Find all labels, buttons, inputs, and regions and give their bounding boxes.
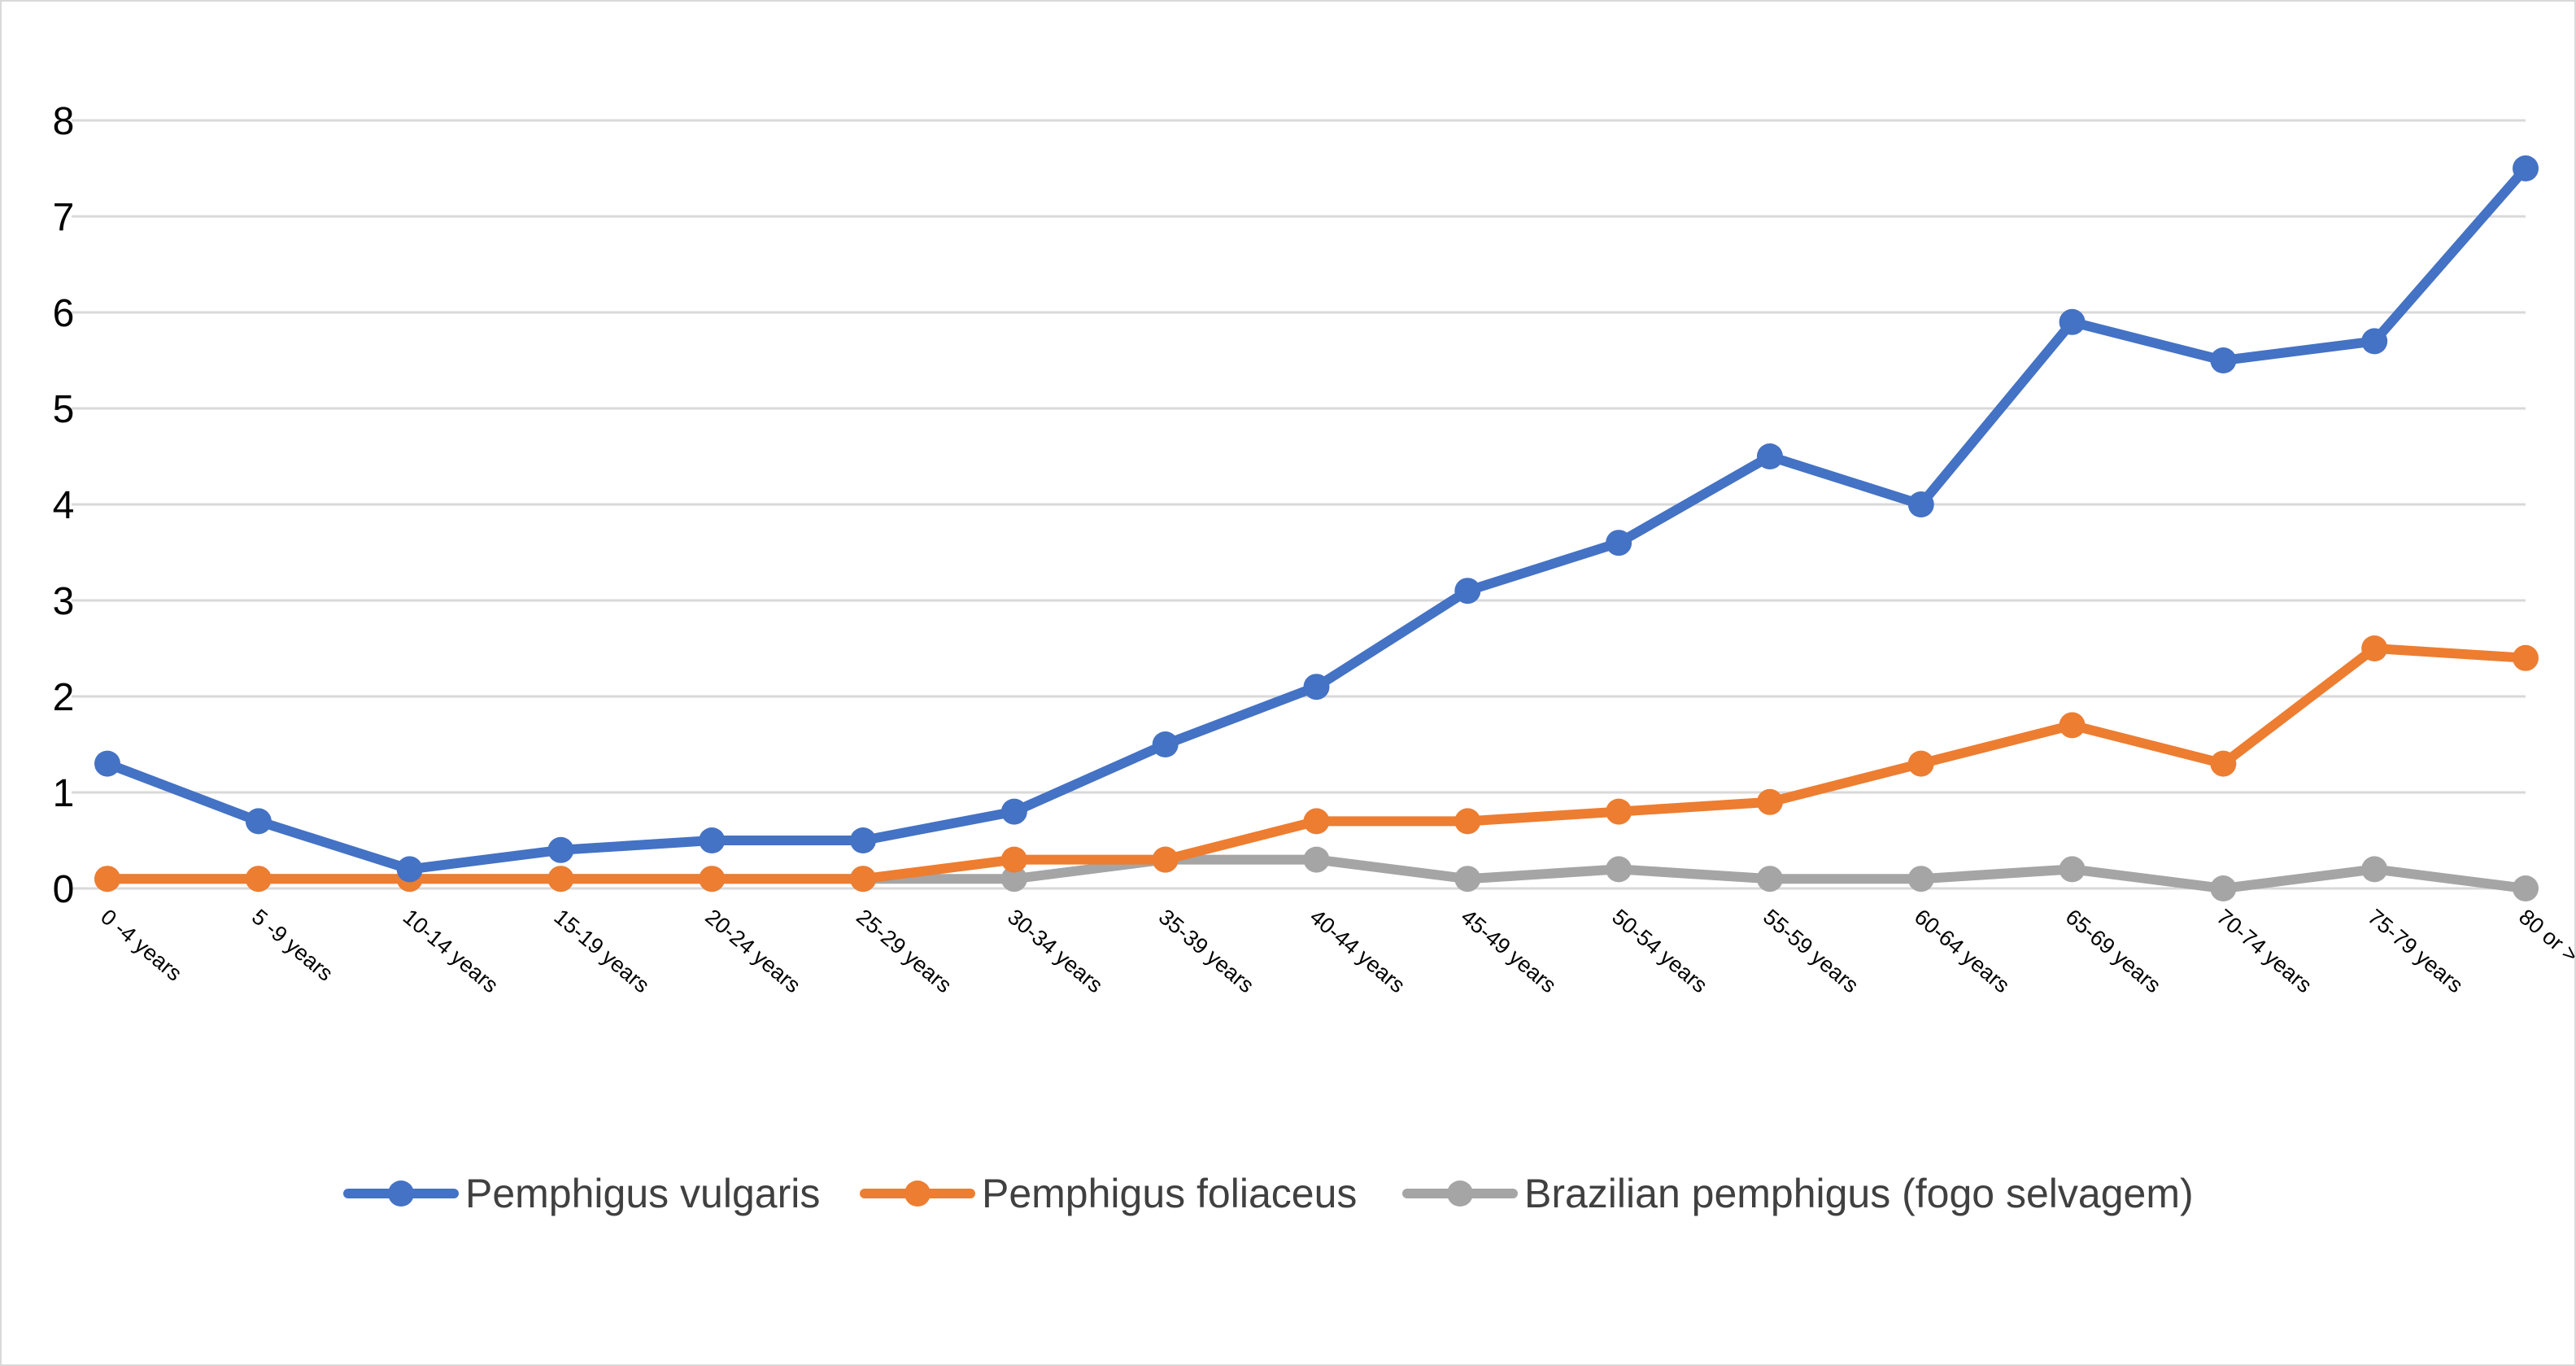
legend-label: Pemphigus vulgaris — [465, 1171, 820, 1216]
gridlines — [72, 119, 2526, 890]
x-tick-label: 30-34 years — [1003, 905, 1108, 998]
y-tick-label: 0 — [53, 868, 75, 911]
series-line — [102, 164, 2530, 875]
data-point — [1152, 731, 1179, 757]
x-tick-label: 65-69 years — [2061, 905, 2166, 998]
y-tick-label: 6 — [53, 292, 75, 335]
legend-swatch-marker — [388, 1181, 414, 1207]
data-point — [2210, 875, 2237, 901]
y-tick-label: 2 — [53, 676, 75, 719]
x-tick-label: 35-39 years — [1154, 905, 1259, 998]
x-tick-label: 40-44 years — [1305, 905, 1410, 998]
legend-swatch-marker — [1447, 1181, 1473, 1207]
data-point — [245, 866, 272, 892]
legend-label: Brazilian pemphigus (fogo selvagem) — [1524, 1171, 2194, 1216]
legend: Pemphigus vulgaris Pemphigus foliaceus Bra… — [343, 1171, 2194, 1216]
x-tick-label: 25-29 years — [852, 905, 957, 998]
data-point — [94, 866, 120, 892]
data-point — [2059, 856, 2086, 883]
data-point — [850, 866, 877, 892]
y-tick-label: 7 — [53, 196, 75, 239]
data-point — [94, 750, 120, 777]
x-tick-label: 45-49 years — [1456, 905, 1561, 998]
data-point — [1303, 808, 1330, 835]
data-point — [1907, 491, 1934, 517]
series-lines — [94, 155, 2539, 901]
y-tick-label: 4 — [53, 484, 75, 527]
x-tick-label: 20-24 years — [700, 905, 805, 998]
x-axis-tick-labels: 0 -4 years 5 -9 years 10-14 years 15-19 yea… — [96, 905, 2576, 998]
data-point — [396, 856, 423, 883]
data-point — [1454, 578, 1481, 604]
x-tick-label: 70-74 years — [2212, 905, 2317, 998]
data-point — [699, 866, 726, 892]
data-point — [245, 808, 272, 835]
data-point — [2210, 347, 2237, 373]
data-point — [1152, 846, 1179, 873]
data-point — [1907, 750, 1934, 777]
y-tick-label: 1 — [53, 772, 75, 815]
x-tick-label: 10-14 years — [399, 905, 503, 998]
data-point — [2059, 712, 2086, 739]
data-point — [1454, 808, 1481, 835]
data-point — [2059, 308, 2086, 335]
data-point — [547, 866, 574, 892]
data-point — [1606, 856, 1632, 883]
data-point — [1756, 866, 1783, 892]
series-0 — [94, 155, 2539, 883]
data-point — [547, 836, 574, 863]
x-tick-label: 60-64 years — [1910, 905, 2015, 998]
y-tick-label: 5 — [53, 388, 75, 431]
legend-label: Pemphigus foliaceus — [982, 1171, 1357, 1216]
data-point — [2513, 155, 2539, 181]
data-point — [1606, 530, 1632, 556]
x-tick-label: 75-79 years — [2363, 905, 2468, 998]
data-point — [2361, 856, 2388, 883]
y-axis-tick-labels: 0 1 2 3 4 5 6 7 8 — [53, 100, 75, 911]
data-point — [1756, 788, 1783, 815]
data-point — [1454, 866, 1481, 892]
data-point — [1303, 846, 1330, 873]
data-point — [2361, 328, 2388, 355]
data-point — [1000, 798, 1027, 825]
data-point — [1756, 443, 1783, 469]
data-point — [1303, 674, 1330, 700]
x-tick-label: 50-54 years — [1607, 905, 1712, 998]
data-point — [1000, 846, 1027, 873]
x-tick-label: 55-59 years — [1759, 905, 1863, 998]
data-point — [1000, 866, 1027, 892]
legend-swatch-marker — [904, 1181, 931, 1207]
data-point — [1606, 798, 1632, 825]
data-point — [1907, 866, 1934, 892]
x-tick-label: 80 or > — [2514, 905, 2576, 967]
x-tick-label: 0 -4 years — [96, 905, 186, 986]
x-tick-label: 15-19 years — [550, 905, 655, 998]
y-tick-label: 8 — [53, 100, 75, 143]
x-tick-label: 5 -9 years — [247, 905, 338, 986]
series-1 — [94, 635, 2539, 892]
data-point — [2513, 644, 2539, 671]
data-point — [699, 827, 726, 853]
data-point — [2513, 875, 2539, 901]
data-point — [2210, 750, 2237, 777]
data-point — [2361, 635, 2388, 661]
data-point — [850, 827, 877, 853]
y-tick-label: 3 — [53, 580, 75, 623]
